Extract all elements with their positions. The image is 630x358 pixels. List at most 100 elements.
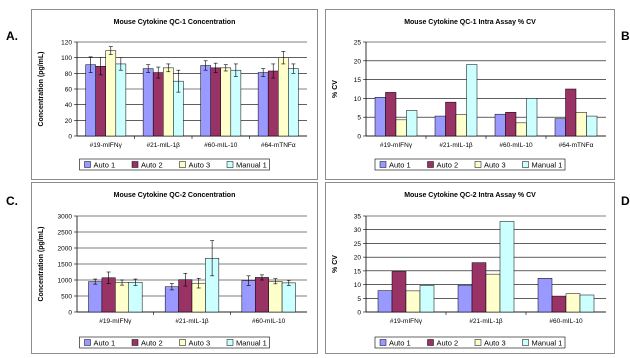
bar [579,294,595,313]
legend-swatch [427,161,434,168]
y-tick-label: 20 [354,58,362,65]
y-tick-label: 15 [354,77,362,84]
bar [374,97,386,137]
bar [210,67,221,137]
y-tick-label: 10 [354,96,362,103]
bar [551,295,567,313]
y-tick-label: 20 [354,255,362,262]
legend-swatch [131,161,139,168]
y-tick-label: 2000 [58,246,73,253]
legend-swatch [226,339,234,346]
legend-label: Manual 1 [236,160,267,169]
y-axis-label: Concentration (pg/mL) [38,226,45,301]
chart-title: Mouse Cytokine QC-2 Intra Assay % CV [404,192,536,199]
legend-label: Auto 1 [94,160,116,169]
bar [537,278,553,313]
y-tick-label: 3000 [58,214,73,221]
y-tick-label: 0 [357,310,361,317]
legend-label: Auto 1 [94,338,116,347]
x-tick-label: #64-mTNFα [261,142,296,149]
bar [267,70,279,137]
legend-box [374,336,566,349]
bar [377,290,393,313]
x-tick-label: #21-mIL-1β [439,142,473,149]
chart-qc2-cv: Mouse Cytokine QC-2 Intra Assay % CV % CV… [332,192,606,349]
bar [200,65,211,137]
y-axis-label: % CV [332,255,339,273]
y-tick-label: 100 [61,55,72,62]
legend-label: Auto 2 [437,160,459,169]
panel-letter-c: C. [6,194,18,208]
legend-swatch [379,339,387,346]
chart-content: Mouse Cytokine QC-1 Concentration Concent… [38,19,307,171]
x-tick-label: #19-mIFNγ [90,142,123,149]
bar [257,72,269,137]
bar [163,67,174,137]
y-tick-label: 2500 [58,230,73,237]
legend-swatch [179,161,186,168]
x-tick-label: #19-mIFNγ [390,318,423,325]
bar [95,66,106,137]
y-tick-label: 60 [65,87,73,94]
legend-box [79,336,270,349]
bar [142,68,154,137]
bar [526,98,538,137]
chart-title: Mouse Cytokine QC-1 Intra Assay % CV [404,19,536,26]
bar [471,262,487,313]
y-tick-label: 5 [357,296,361,303]
bar [395,119,407,137]
chart-content: Mouse Cytokine QC-2 Concentration Concent… [38,192,307,349]
legend-label: Auto 2 [437,338,459,347]
bar [405,290,421,313]
panel-letter-b: B [621,29,630,43]
bar [406,110,418,137]
x-tick-label: #19-mIFNγ [380,142,413,149]
bar [554,118,566,137]
y-axis-label: % CV [332,80,339,98]
bar [455,114,467,137]
x-tick-label: #21-mIL-1β [469,318,503,325]
legend-label: Auto 2 [141,338,163,347]
bar [466,64,478,137]
legend-swatch [131,339,139,346]
x-tick-label: #64-mTNFα [559,142,594,149]
legend-label: Auto 2 [141,160,163,169]
bar [115,282,130,313]
bar [105,50,117,137]
legend-label: Auto 3 [484,160,506,169]
y-tick-label: 10 [354,282,362,289]
bar [505,112,517,137]
x-tick-label: #60-mIL-10 [549,318,583,325]
bar [499,221,515,313]
bar [152,72,164,137]
y-tick-label: 30 [354,227,362,234]
chart-content: Mouse Cytokine QC-2 Intra Assay % CV % CV… [332,192,606,349]
legend-label: Auto 1 [389,160,411,169]
chart-qc1-cv: Mouse Cytokine QC-1 Intra Assay % CV % CV… [332,19,606,171]
legend-label: Manual 1 [532,338,563,347]
y-tick-label: 15 [354,268,362,275]
bar [164,286,179,313]
bar [434,115,446,137]
bar [485,273,501,313]
bar [128,281,143,313]
legend-swatch [84,339,91,346]
bar [457,284,473,313]
bar [230,69,242,137]
x-tick-label: #21-mIL-1β [175,318,209,325]
bar [220,67,232,137]
bar [288,68,299,137]
legend-swatch [474,161,482,168]
chart-qc1-concentration: Mouse Cytokine QC-1 Concentration Concent… [38,19,307,171]
legend-swatch [379,161,387,168]
chart-panel-d: Mouse Cytokine QC-2 Intra Assay % CV % CV… [325,182,615,354]
y-axis-label: Concentration (pg/mL) [38,51,45,126]
legend-box [79,158,270,171]
legend-box [374,158,566,171]
legend-label: Auto 3 [189,338,211,347]
x-tick-label: #60-mIL-10 [499,142,533,149]
bar [575,112,587,137]
bar [494,113,506,137]
y-tick-label: 1000 [58,278,73,285]
bar [85,64,96,137]
